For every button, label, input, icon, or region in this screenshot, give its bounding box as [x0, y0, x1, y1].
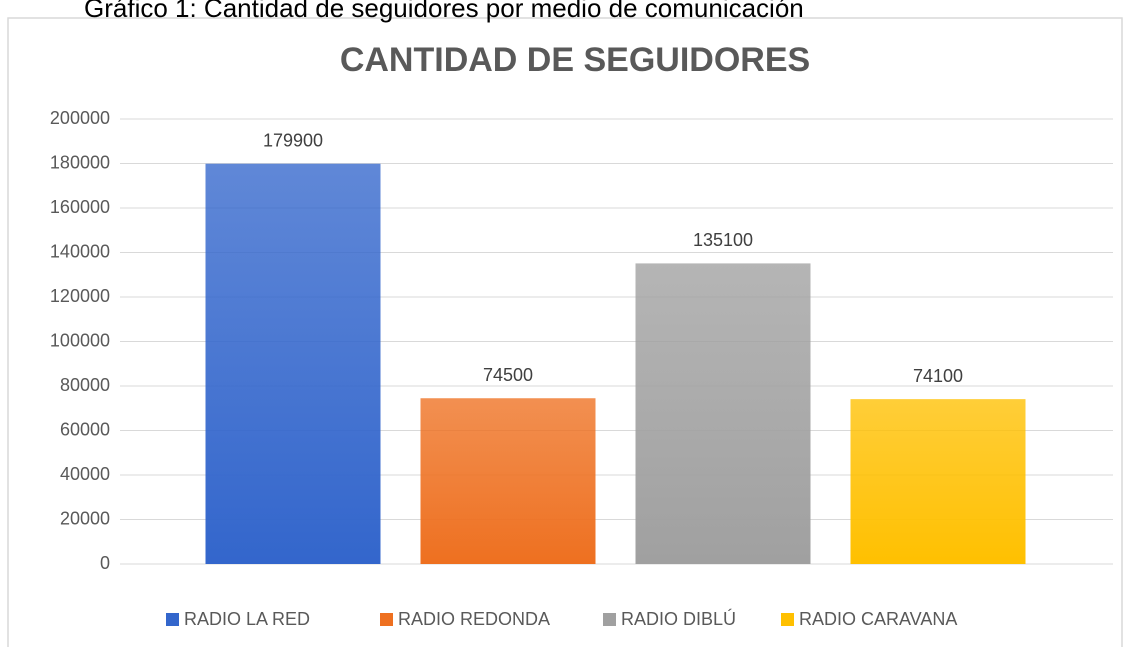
- bar: [205, 163, 381, 564]
- y-tick-label: 120000: [50, 286, 110, 306]
- y-tick-label: 20000: [60, 508, 110, 528]
- legend-swatch: [380, 613, 393, 626]
- y-tick-label: 0: [100, 553, 110, 573]
- page-strip: [0, 0, 1130, 17]
- legend-label: RADIO CARAVANA: [799, 609, 957, 629]
- y-tick-label: 60000: [60, 419, 110, 439]
- y-tick-label: 180000: [50, 152, 110, 172]
- legend-swatch: [781, 613, 794, 626]
- y-tick-label: 100000: [50, 330, 110, 350]
- legend-swatch: [603, 613, 616, 626]
- bar: [420, 398, 596, 564]
- legend-label: RADIO LA RED: [184, 609, 310, 629]
- legend-swatch: [166, 613, 179, 626]
- y-tick-label: 200000: [50, 108, 110, 128]
- value-label: 179900: [263, 130, 323, 150]
- bar: [635, 263, 811, 564]
- y-tick-label: 140000: [50, 241, 110, 261]
- value-label: 74100: [913, 366, 963, 386]
- value-label: 74500: [483, 365, 533, 385]
- y-tick-label: 40000: [60, 464, 110, 484]
- y-tick-label: 160000: [50, 197, 110, 217]
- legend-label: RADIO REDONDA: [398, 609, 550, 629]
- bar: [850, 399, 1026, 564]
- legend-label: RADIO DIBLÚ: [621, 608, 736, 629]
- value-label: 135100: [693, 230, 753, 250]
- y-tick-label: 80000: [60, 375, 110, 395]
- chart-title: CANTIDAD DE SEGUIDORES: [340, 41, 810, 79]
- caption: Gráfico 1: Cantidad de seguidores por me…: [84, 0, 804, 23]
